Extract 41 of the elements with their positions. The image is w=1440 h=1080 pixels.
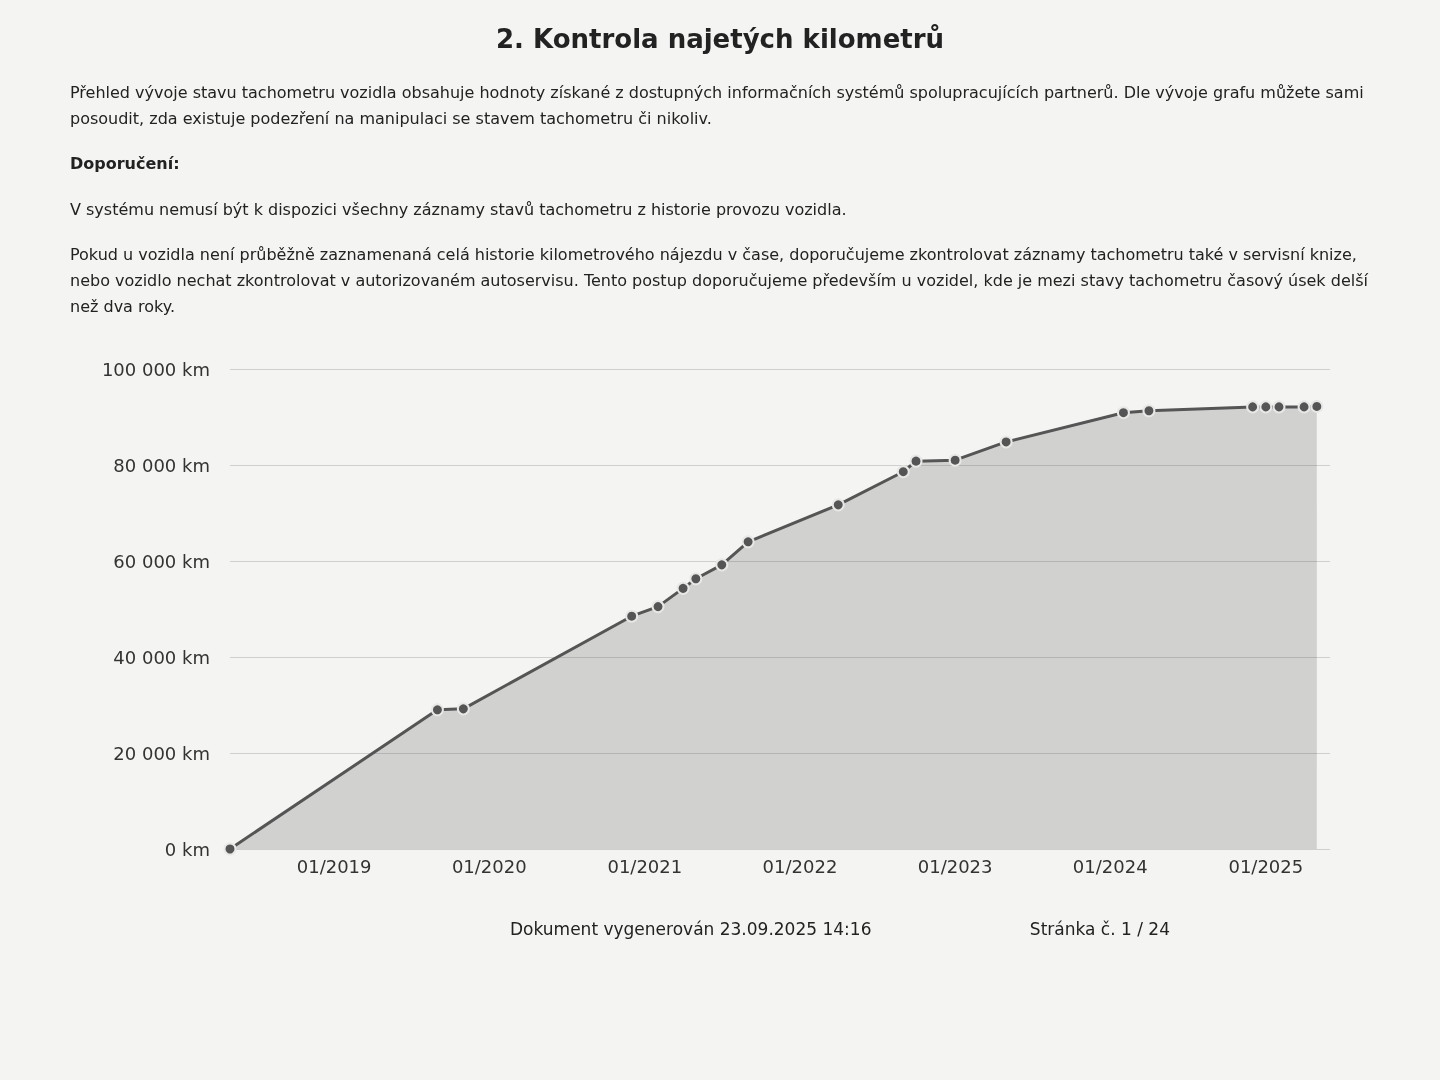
x-tick-label: 01/2022 (762, 855, 838, 877)
point (1297, 400, 1311, 414)
point (1142, 404, 1156, 418)
x-tick-label: 01/2025 (1228, 855, 1304, 877)
point (1310, 400, 1324, 414)
point (430, 703, 444, 717)
text: V systému nemusí být k dispozici všechny záznamy stavů tachometru z historie provozu vozidla. (70, 198, 848, 221)
x-tick-label: 01/2019 (296, 855, 372, 877)
point (715, 558, 729, 572)
text: Doporučení: (70, 153, 181, 176)
x-tick-label: 01/2023 (917, 855, 993, 877)
point (896, 465, 910, 479)
y-tick-label: 80 000 km (113, 454, 210, 476)
y-tick-label: 20 000 km (113, 742, 210, 764)
y-tick-label: 40 000 km (113, 646, 210, 668)
chart-subtitle: Přehled vývoje stavu tachometru vozidla obsahuje hodnoty získané z dostupných informačních systémů spolupracujících partnerů. Dle vývoje grafu můžete sami posoudit, zda existuje podezření na manipulaci se stavem tachometru či nikoliv. (70, 82, 1365, 130)
point (909, 454, 923, 468)
point (1259, 400, 1273, 414)
x-tick-label: 01/2021 (607, 855, 683, 877)
point (1272, 400, 1286, 414)
point (651, 600, 665, 614)
point (999, 435, 1013, 449)
x-tick-label: 01/2020 (451, 855, 527, 877)
point (1116, 406, 1130, 420)
y-tick-label: 100 000 km (101, 358, 210, 380)
point (831, 498, 845, 512)
text: Stránka č. 1 / 24 (1029, 919, 1170, 940)
point (456, 702, 470, 716)
point (1246, 400, 1260, 414)
chart-title: 2. Kontrola najetých kilometrů (494, 24, 946, 54)
point (948, 453, 962, 467)
point (625, 609, 639, 623)
point (676, 582, 690, 596)
y-tick-label: 0 km (164, 838, 210, 860)
text: Pokud u vozidla není průběžně zaznamenaná celá historie kilometrového nájezdu v čase, doporučujeme zkontrolovat záznamy tachometru také v servisní knize, nebo vozidlo nechat zkontrolovat v autorizovaném autoservisu. Tento postup doporučujeme především u vozidel, kde je mezi stavy tachometru časový úsek delší než dva roky. (70, 244, 1369, 318)
point (689, 572, 703, 586)
text: Dokument vygenerován 23.09.2025 14:16 (510, 919, 872, 940)
y-tick-label: 60 000 km (113, 550, 210, 572)
x-tick-label: 01/2024 (1072, 855, 1148, 877)
point (741, 535, 755, 549)
point (223, 842, 237, 856)
